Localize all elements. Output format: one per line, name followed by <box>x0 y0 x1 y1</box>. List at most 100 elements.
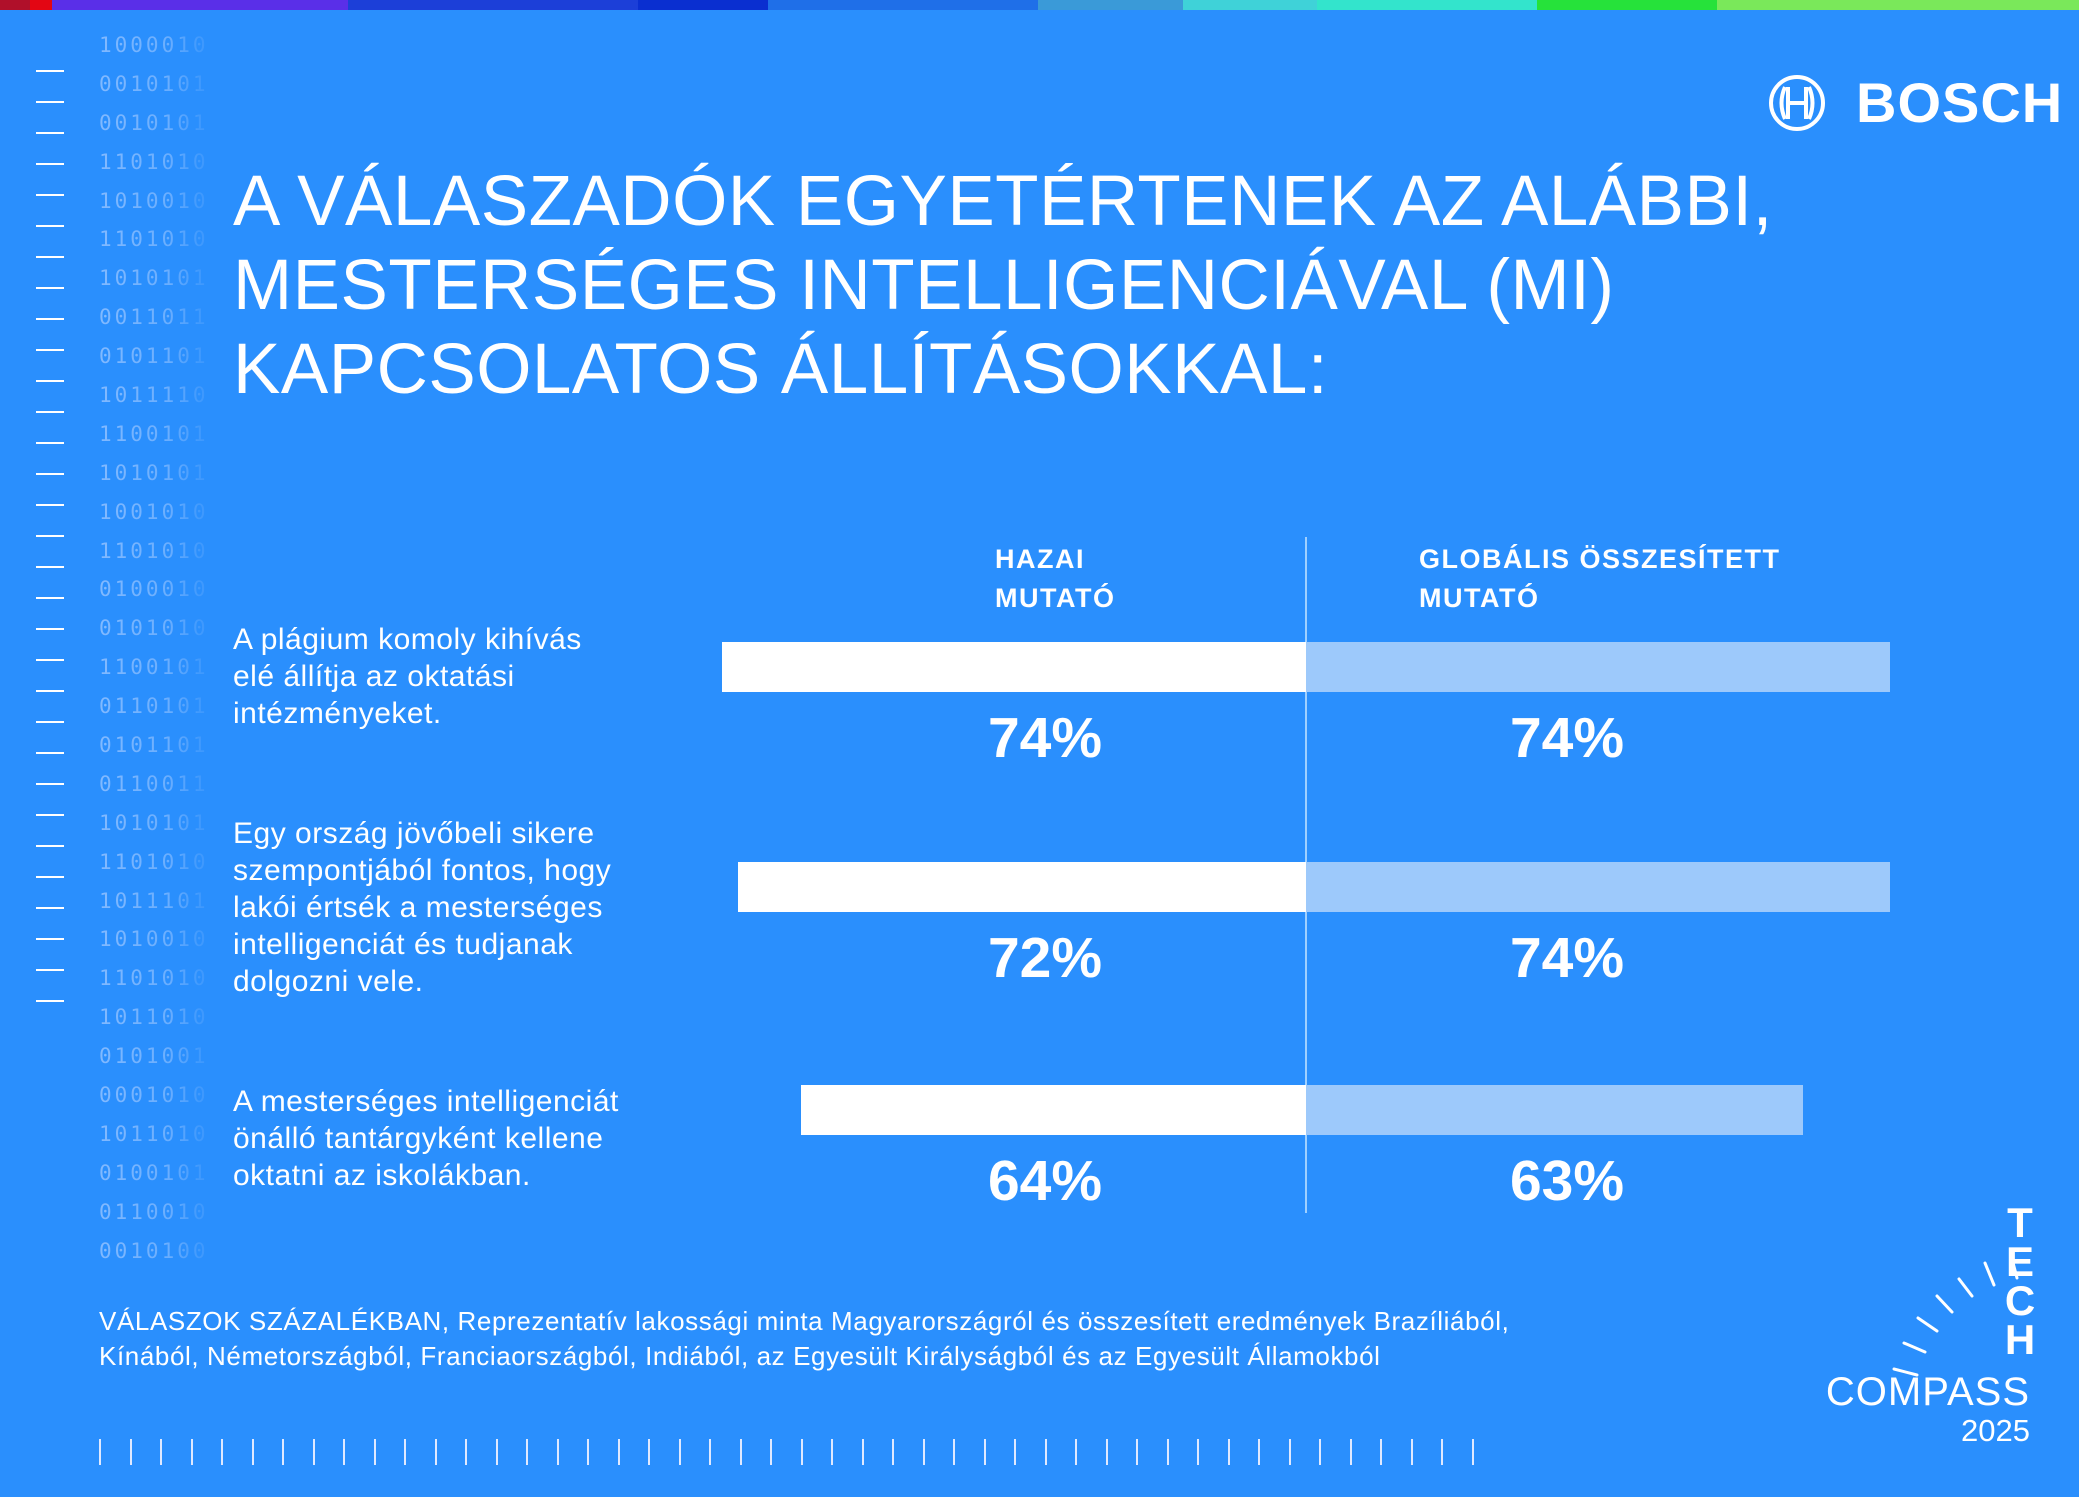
dash <box>36 752 64 754</box>
tech-letter: T <box>2007 1199 2033 1246</box>
dash <box>36 163 64 165</box>
dash <box>36 845 64 847</box>
bosch-logo: BOSCH <box>1768 70 2063 135</box>
binary-decoration: 1000010 0010101 0010101 1101010 1010010 11010… <box>99 26 219 1271</box>
tick-mark <box>556 1439 559 1465</box>
dash <box>36 535 64 537</box>
tick-mark <box>770 1439 772 1465</box>
dash <box>36 256 64 258</box>
title-line: A VÁLASZADÓK EGYETÉRTENEK AZ ALÁBBI, <box>233 162 1773 241</box>
statement-label: A mesterséges intelligenciát önálló tantá… <box>233 1083 713 1194</box>
statement-line: A mesterséges intelligenciát <box>233 1085 619 1118</box>
dash <box>36 690 64 692</box>
binary-row: 0110101 <box>99 687 209 726</box>
binary-row: 1011010 <box>99 1115 209 1154</box>
value-label-global: 74% <box>1509 706 1625 770</box>
binary-row: 0001010 <box>99 1076 209 1115</box>
statement-line: A plágium komoly kihívás <box>233 623 582 656</box>
tick-mark <box>343 1439 345 1465</box>
tick-mark <box>831 1439 833 1465</box>
binary-row: 1101010 <box>99 220 209 259</box>
tick-mark <box>892 1439 894 1465</box>
statement-line: Egy ország jövőbeli sikere <box>233 817 595 850</box>
dash <box>36 721 64 723</box>
tick-mark <box>1258 1439 1260 1465</box>
dash <box>36 504 64 506</box>
tech-letter: H <box>2004 1316 2036 1363</box>
column-header-home: HAZAI MUTATÓ <box>995 540 1115 618</box>
dash <box>36 473 64 475</box>
value-label-home: 64% <box>987 1149 1103 1213</box>
bar-home <box>737 862 1306 912</box>
dash <box>36 1000 64 1002</box>
statement-line: önálló tantárgyként kellene <box>233 1122 604 1155</box>
header-line: HAZAI <box>995 544 1085 574</box>
tick-mark <box>861 1439 864 1465</box>
page-title: A VÁLASZADÓK EGYETÉRTENEK AZ ALÁBBI, MES… <box>233 160 1773 412</box>
bar-global <box>1306 642 1890 692</box>
tick-mark <box>648 1439 650 1465</box>
dash <box>36 132 64 134</box>
tick-mark <box>1410 1439 1413 1465</box>
tick-mark <box>800 1439 803 1465</box>
footnote: VÁLASZOK SZÁZALÉKBAN, Reprezentatív lako… <box>99 1304 1509 1374</box>
tick-mark <box>495 1439 498 1465</box>
stripe-segment <box>1038 0 1183 10</box>
tech-letter: E <box>2005 1238 2034 1285</box>
stripe-segment <box>1183 0 1317 10</box>
tick-mark <box>434 1439 437 1465</box>
stripe-segment <box>348 0 638 10</box>
dash <box>36 597 64 599</box>
compass-year: 2025 <box>1961 1413 2030 1448</box>
tick-mark <box>739 1439 742 1465</box>
value-label-global: 74% <box>1509 926 1625 990</box>
binary-row: 1010101 <box>99 259 209 298</box>
tick-mark <box>1136 1439 1138 1465</box>
binary-row: 1101010 <box>99 959 209 998</box>
dash <box>36 814 64 816</box>
value-label-home: 74% <box>987 706 1103 770</box>
dash <box>36 194 64 196</box>
binary-row: 0011011 <box>99 298 209 337</box>
statement-line: lakói értsék a mesterséges <box>233 891 603 924</box>
tick-mark <box>373 1439 376 1465</box>
tick-mark <box>99 1439 101 1465</box>
tick-mark <box>526 1439 528 1465</box>
statement-line: intézményeket. <box>233 697 442 730</box>
bar-home <box>801 1085 1306 1135</box>
statement-line: szempontjából fontos, hogy <box>233 854 612 887</box>
tick-mark <box>404 1439 406 1465</box>
dash <box>36 318 64 320</box>
tick-mark <box>1197 1439 1199 1465</box>
tick-mark <box>587 1439 589 1465</box>
tick-mark <box>1380 1439 1382 1465</box>
dash <box>36 101 64 103</box>
binary-row: 1011101 <box>99 882 209 921</box>
dash <box>36 969 64 971</box>
binary-row: 0100101 <box>99 1154 209 1193</box>
tick-mark <box>129 1439 132 1465</box>
binary-row: 1100101 <box>99 415 209 454</box>
tick-mark <box>160 1439 162 1465</box>
tick-mark <box>282 1439 284 1465</box>
dash <box>36 287 64 289</box>
dash <box>36 628 64 630</box>
binary-row: 0100010 <box>99 570 209 609</box>
binary-row: 0101101 <box>99 337 209 376</box>
tick-mark <box>1227 1439 1230 1465</box>
binary-row: 1001010 <box>99 493 209 532</box>
dash <box>36 659 64 661</box>
dash <box>36 70 64 72</box>
tick-mark <box>1105 1439 1108 1465</box>
binary-row: 1010101 <box>99 454 209 493</box>
dash <box>36 225 64 227</box>
column-header-global: GLOBÁLIS ÖSSZESÍTETT MUTATÓ <box>1419 540 1781 618</box>
header-line: MUTATÓ <box>1419 583 1540 613</box>
binary-row: 1101010 <box>99 843 209 882</box>
tick-mark <box>617 1439 620 1465</box>
binary-row: 1000010 <box>99 26 209 65</box>
header-line: GLOBÁLIS ÖSSZESÍTETT <box>1419 544 1781 574</box>
stripe-segment <box>0 0 30 10</box>
stripe-segment <box>1537 0 1717 10</box>
compass-rays-icon <box>1892 1253 2019 1377</box>
